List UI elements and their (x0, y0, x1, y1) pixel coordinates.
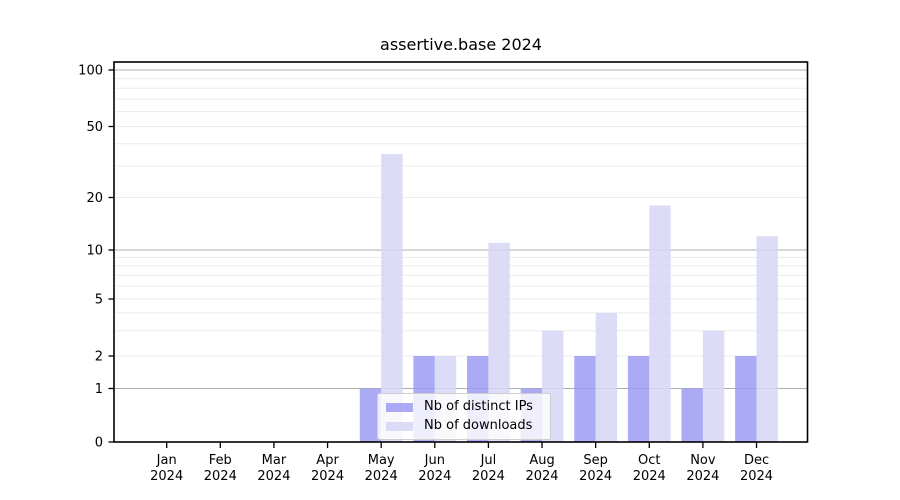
y-tick-label-10: 10 (86, 244, 103, 259)
x-tick-label-year-Dec: 2024 (740, 469, 773, 484)
bar-downloads-Jul (488, 242, 510, 442)
bar-downloads-Oct (649, 205, 671, 442)
x-tick-label-year-May: 2024 (365, 469, 398, 484)
y-tick-label-1: 1 (95, 382, 103, 397)
y-tick-label-5: 5 (95, 293, 103, 308)
x-tick-label-year-Feb: 2024 (204, 469, 237, 484)
bar-distinct-ips-May (359, 388, 382, 442)
x-tick-label-year-Oct: 2024 (633, 469, 666, 484)
x-tick-label-month-Aug: Aug (529, 453, 554, 468)
x-tick-label-month-Oct: Oct (638, 453, 660, 468)
legend-label-distinct-ips: Nb of distinct IPs (424, 399, 533, 414)
x-tick-label-month-Jun: Jun (424, 453, 445, 468)
bar-downloads-Nov (702, 330, 725, 442)
y-tick-label-100: 100 (78, 64, 103, 79)
legend-swatch-downloads (386, 421, 413, 431)
x-tick-label-year-Sep: 2024 (579, 469, 612, 484)
bar-distinct-ips-Nov (681, 388, 703, 442)
x-tick-label-year-Nov: 2024 (686, 469, 719, 484)
x-tick-label-year-Aug: 2024 (525, 469, 558, 484)
axes-frame (113, 61, 809, 443)
x-tick-label-month-Jan: Jan (156, 453, 177, 468)
x-tick-label-year-Jun: 2024 (418, 469, 451, 484)
bar-downloads-Dec (756, 236, 778, 442)
legend-label-downloads: Nb of downloads (424, 418, 533, 433)
x-tick-label-month-May: May (368, 453, 395, 468)
x-tick-label-month-Jul: Jul (480, 453, 497, 468)
y-tick-label-20: 20 (86, 191, 103, 206)
x-tick-label-year-Jan: 2024 (150, 469, 183, 484)
legend: Nb of distinct IPs Nb of downloads (377, 393, 551, 440)
legend-swatch-distinct-ips (386, 402, 413, 412)
x-tick-label-month-Nov: Nov (690, 453, 716, 468)
x-tick-label-month-Mar: Mar (262, 453, 287, 468)
y-tick-label-0: 0 (95, 436, 103, 451)
x-tick-label-year-Jul: 2024 (472, 469, 505, 484)
x-tick-label-month-Feb: Feb (209, 453, 232, 468)
x-tick-label-month-Sep: Sep (583, 453, 608, 468)
bar-distinct-ips-Oct (627, 356, 650, 442)
y-tick-label-2: 2 (95, 350, 103, 365)
legend-entry-downloads: Nb of downloads (386, 418, 541, 434)
chart-title: assertive.base 2024 (380, 35, 542, 54)
bar-distinct-ips-Dec (735, 356, 757, 442)
x-tick-label-year-Mar: 2024 (257, 469, 290, 484)
y-tick-label-50: 50 (86, 120, 103, 135)
bar-downloads-Sep (595, 312, 618, 442)
x-tick-label-month-Dec: Dec (744, 453, 769, 468)
x-tick-label-month-Apr: Apr (316, 453, 339, 468)
bar-downloads-May (381, 154, 403, 442)
x-tick-label-year-Apr: 2024 (311, 469, 344, 484)
bar-distinct-ips-Sep (574, 356, 596, 442)
legend-entry-distinct-ips: Nb of distinct IPs (386, 399, 541, 415)
